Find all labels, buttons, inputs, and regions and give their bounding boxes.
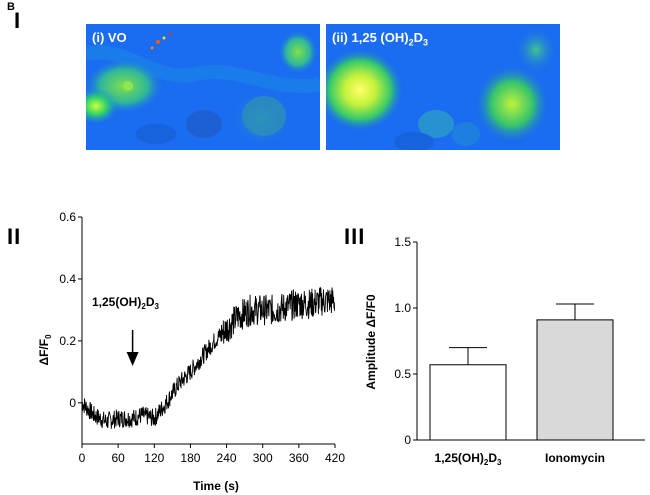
trace-ytick-label: 0.4 — [59, 272, 76, 286]
amplitude-bar-chart: 0 0.5 1.0 1.5 Amplitude ΔF/F0 1,25(OH)2D3 I… — [364, 235, 645, 467]
panel-letter: B — [7, 1, 15, 13]
bar-ylabel: Amplitude ΔF/F0 — [364, 294, 378, 390]
trace-ylabel: ΔF/F0 — [37, 334, 53, 366]
fluorescence-image-vo: (i) VO — [86, 24, 320, 150]
bar-ticks: 0 0.5 1.0 1.5 — [394, 235, 417, 447]
calcium-trace-chart: 0 60 120 180 240 300 360 420 0 0.2 0.4 0.6 1,25(OH)… — [37, 210, 345, 493]
cell-image-vitd — [326, 24, 560, 150]
trace-xtick-label: 0 — [79, 451, 86, 465]
bar-category-label-vitd: 1,25(OH)2D3 — [435, 451, 502, 467]
trace-ytick-label: 0.2 — [59, 334, 76, 348]
annotation-arrowhead — [126, 352, 139, 366]
trace-xtick-label: 360 — [289, 451, 309, 465]
bar-ytick-label: 1.0 — [394, 301, 411, 315]
bar-0 — [429, 364, 507, 441]
bar-ytick-label: 0.5 — [394, 367, 411, 381]
annotation-label: 1,25(OH)2D3 — [92, 295, 159, 311]
panel-label-ii: II — [7, 224, 22, 249]
trace-xtick-label: 180 — [180, 451, 200, 465]
trace-xtick-label: 120 — [144, 451, 164, 465]
bar-ytick-label: 1.5 — [394, 235, 411, 249]
trace-ytick-label: 0 — [69, 396, 76, 410]
panel-label-iii: III — [344, 224, 366, 249]
bar-category-label-ionomycin: Ionomycin — [545, 451, 605, 465]
trace-xtick-label: 420 — [325, 451, 345, 465]
bar-marks — [429, 303, 614, 441]
trace-axes — [81, 217, 335, 445]
bar-1 — [536, 319, 614, 441]
trace-ticks: 0 60 120 180 240 300 360 420 0 0.2 0.4 0.6 — [59, 210, 345, 465]
trace-ytick-label: 0.6 — [59, 210, 76, 224]
cell-image-vo — [86, 24, 320, 150]
trace-series-line — [81, 286, 336, 429]
image-label-vo: (i) VO — [92, 30, 127, 45]
bar-ytick-label: 0 — [404, 433, 411, 447]
trace-xtick-label: 60 — [111, 451, 125, 465]
panel-label-i: I — [14, 8, 22, 33]
image-label-vitd: (ii) 1,25 (OH)2D3 — [332, 30, 428, 48]
fluorescence-image-vitd: (ii) 1,25 (OH)2D3 — [326, 24, 560, 150]
trace-xtick-label: 300 — [253, 451, 273, 465]
trace-xlabel: Time (s) — [193, 479, 239, 493]
trace-annotation: 1,25(OH)2D3 — [92, 295, 159, 366]
trace-xtick-label: 240 — [217, 451, 237, 465]
